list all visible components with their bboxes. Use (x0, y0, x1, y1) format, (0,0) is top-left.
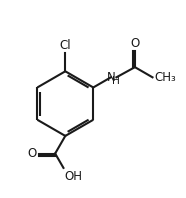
Text: H: H (112, 76, 119, 86)
Text: OH: OH (64, 170, 82, 183)
Text: O: O (130, 37, 140, 50)
Text: CH₃: CH₃ (154, 71, 176, 84)
Text: O: O (28, 147, 37, 160)
Text: Cl: Cl (60, 39, 71, 52)
Text: N: N (107, 71, 115, 84)
